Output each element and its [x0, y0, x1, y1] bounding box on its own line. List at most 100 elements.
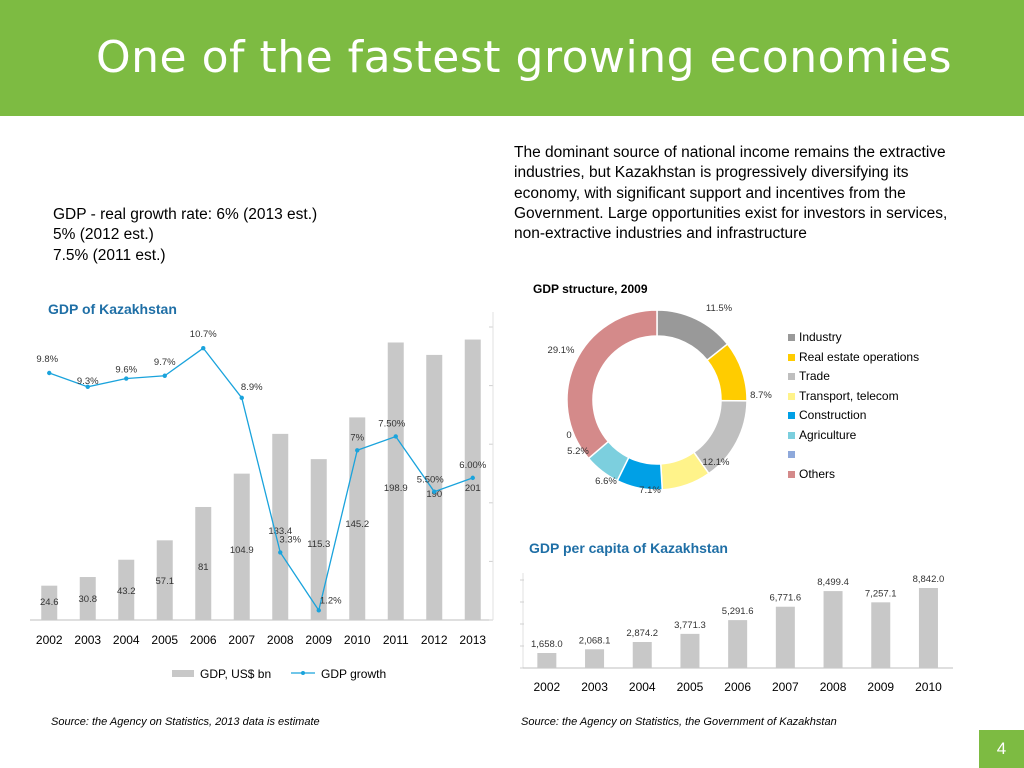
gdp-growth-point: [278, 550, 283, 555]
x-tick-label: 2010: [915, 680, 942, 694]
x-tick-label: 2005: [151, 633, 178, 647]
x-tick-label: 2006: [724, 680, 751, 694]
pie-legend-swatch: [788, 353, 795, 361]
gdp-growth-point: [470, 475, 475, 481]
per-capita-bar: [585, 649, 605, 668]
pie-legend-label: Construction: [799, 408, 867, 422]
pie-legend-swatch: [788, 373, 795, 381]
pie-slice-label: 5.2%: [567, 446, 589, 457]
intro-text: The dominant source of national income r…: [514, 144, 948, 243]
pie-legend-swatch: [788, 470, 795, 478]
gdp-bar-label: 115.3: [307, 539, 330, 550]
source-note-left: Source: the Agency on Statistics, 2013 d…: [51, 716, 320, 728]
pie-legend-item: Transport, telecom: [788, 387, 919, 407]
x-tick-label: 2002: [533, 680, 560, 694]
per-capita-bar: [918, 588, 938, 668]
source-note-right: Source: the Agency on Statistics, the Go…: [521, 716, 837, 728]
gdp-bar-label: 24.6: [40, 597, 59, 608]
pie-legend-item: Industry: [788, 328, 919, 348]
gdp-growth-point: [201, 345, 206, 351]
gdp-bar: [156, 540, 173, 620]
x-tick-label: 2003: [581, 680, 608, 694]
gdp-bar: [41, 585, 58, 620]
page-number: 4: [979, 730, 1024, 768]
gdp-bar-label: 201: [465, 483, 481, 494]
per-capita-bar: [537, 652, 557, 668]
x-tick-label: 2003: [74, 633, 101, 647]
gdp-chart: 24.6 30.8 43.2 57.1 81 104.9 133.4 115.3 145.2 19…: [30, 312, 494, 681]
gdp-bar-label: 43.2: [117, 586, 136, 597]
gdp-growth-label: 6.00%: [459, 460, 486, 471]
gdp-bar-label: 57.1: [156, 576, 175, 587]
per-capita-label: 2,068.1: [579, 635, 611, 646]
pie-legend-swatch: [788, 392, 795, 400]
x-tick-label: 2009: [867, 680, 894, 694]
x-tick-label: 2010: [344, 633, 371, 647]
gdp-growth-label: 9.8%: [36, 354, 58, 365]
gdp-growth-point: [162, 373, 167, 378]
pie-legend-item: Agriculture: [788, 426, 919, 446]
pie-slice-label: 11.5%: [706, 303, 733, 314]
gdp-bar-label: 133.4: [268, 526, 292, 537]
x-tick-label: 2004: [113, 633, 140, 647]
gdp-bar: [79, 577, 96, 620]
gdp-bar: [426, 354, 443, 620]
per-capita-label: 3,771.3: [674, 620, 706, 631]
per-capita-label: 8,842.0: [913, 574, 945, 585]
gdp-bar: [118, 559, 135, 620]
gdp-bar-label: 81: [198, 562, 209, 573]
x-tick-label: 2007: [228, 633, 255, 647]
per-capita-label: 6,771.6: [769, 593, 801, 604]
gdp-bar: [272, 433, 289, 620]
pie-legend-label: Transport, telecom: [799, 388, 899, 403]
pie-slice-label: 29.1%: [548, 345, 575, 356]
x-tick-label: 2004: [629, 680, 656, 694]
pie-legend-item: Others: [788, 465, 919, 485]
gdp-growth-point: [355, 448, 360, 453]
gdp-growth-point: [432, 489, 437, 494]
gdp-growth-label: 5.50%: [417, 475, 444, 486]
x-tick-label: 2012: [421, 633, 448, 647]
pie-legend-label: Industry: [799, 330, 842, 344]
pie-legend-item: Construction: [788, 406, 919, 426]
gdp-growth-line: [49, 347, 473, 612]
gdp-bar: [310, 459, 327, 620]
legend-swatch-gdp: [172, 670, 194, 677]
gdp-bar: [387, 342, 404, 620]
gdp-structure-chart: 11.5% 8.7% 12.1% 7.1% 6.6% 5.2% 0 29.1%: [548, 303, 773, 496]
per-capita-label: 2,874.2: [626, 628, 658, 639]
growth-note: GDP - real growth rate: 6% (2013 est.): [53, 206, 318, 223]
pie-legend-label: Others: [799, 466, 836, 481]
gdp-growth-point: [47, 370, 52, 376]
x-tick-label: 2008: [267, 633, 294, 647]
pie-slice-label: 0: [566, 430, 571, 441]
gdp-growth-label: 7.50%: [378, 418, 405, 429]
pie-legend-swatch: [788, 412, 795, 420]
gdp-growth-label: 7%: [350, 432, 364, 443]
pie-slice-label: 6.6%: [595, 476, 617, 487]
gdp-growth-label: 9.3%: [77, 376, 99, 387]
pie-legend-label: Real estate operations: [799, 349, 920, 364]
legend-label-gdp: GDP, US$ bn: [200, 667, 271, 681]
per-capita-bar: [775, 606, 795, 668]
x-tick-label: 2011: [383, 633, 409, 647]
pie-legend-item: Real estate operations: [788, 348, 919, 368]
gdp-growth-label: 8.9%: [241, 382, 263, 393]
pie-legend-item: [788, 445, 919, 465]
page-title: One of the fastest growing economies: [96, 32, 953, 83]
growth-note: 7.5% (2011 est.): [53, 246, 166, 264]
per-capita-bar: [823, 591, 843, 668]
gdp-growth-label: 1.2%: [320, 595, 342, 606]
gdp-growth-point: [393, 434, 398, 439]
gdp-growth-label: 10.7%: [190, 329, 217, 340]
pie-legend-swatch: [788, 334, 795, 342]
x-tick-label: 2002: [36, 633, 63, 647]
x-tick-label: 2009: [305, 633, 332, 647]
pie-chart-title: GDP structure, 2009: [533, 282, 648, 296]
per-capita-bar: [632, 641, 652, 668]
growth-note: 5% (2012 est.): [53, 226, 154, 244]
pie-slice: [566, 309, 658, 460]
gdp-growth-point: [316, 608, 321, 613]
per-capita-label: 5,291.6: [722, 606, 754, 617]
gdp-growth-point: [85, 384, 90, 389]
